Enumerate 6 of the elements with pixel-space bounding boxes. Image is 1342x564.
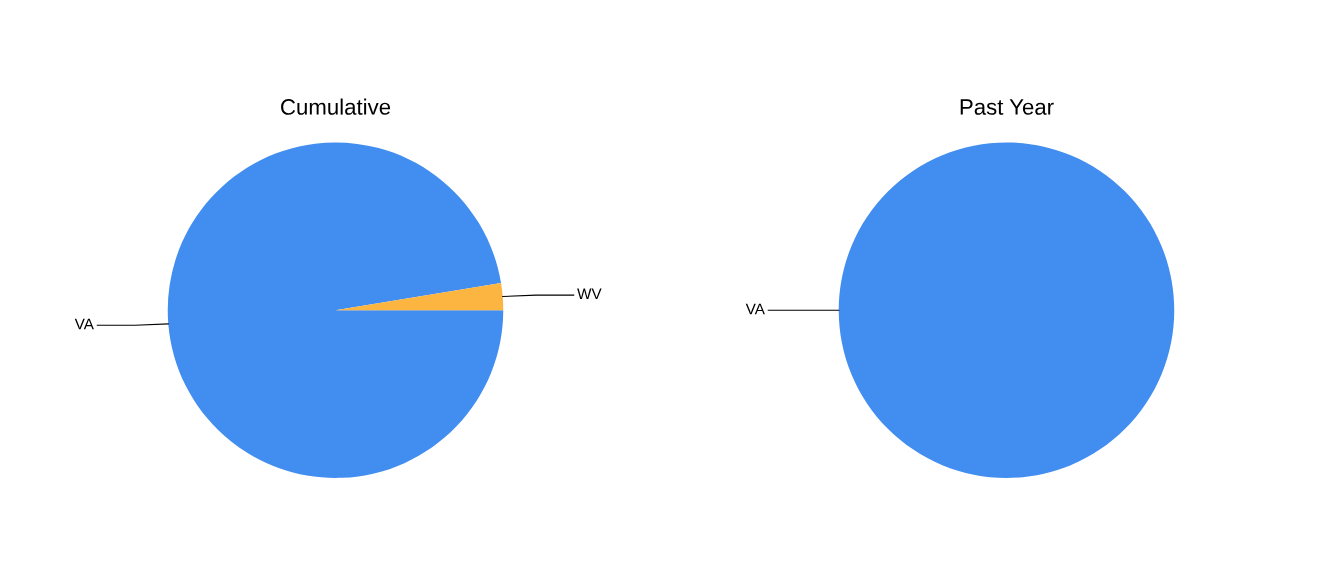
chart-title: Cumulative xyxy=(281,98,391,115)
slice-label: VA xyxy=(74,318,94,330)
slice-label: WV xyxy=(577,288,602,300)
slice-label: VA xyxy=(745,303,765,315)
pie-slice xyxy=(167,142,504,478)
chart-title: Past Year xyxy=(960,99,1054,115)
